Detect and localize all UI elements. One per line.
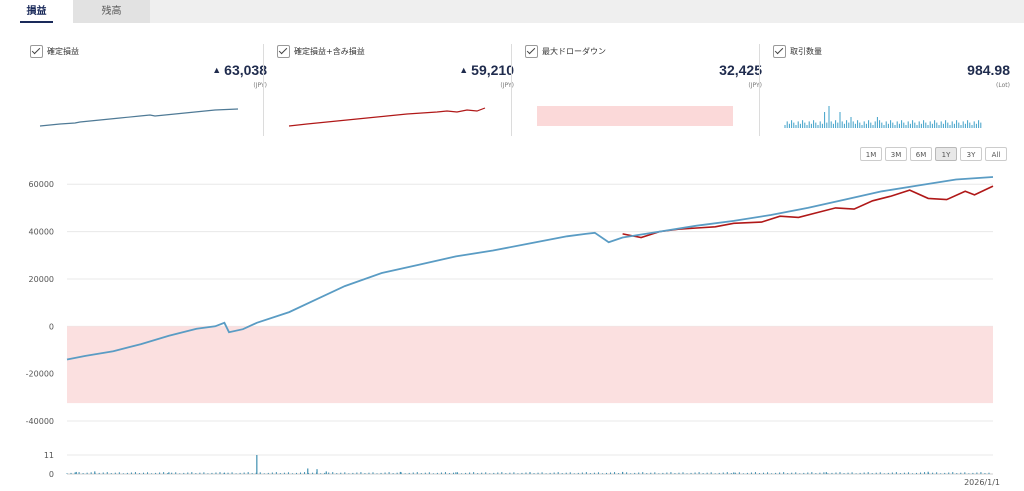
total-pnl-sparkline [288, 107, 486, 127]
y-axis-ticks: 60000 40000 20000 0 -20000 -40000 [26, 180, 54, 426]
card-value: ▲ 59,210 [459, 62, 514, 78]
card-unit: (JPY) [253, 82, 267, 89]
volume-chart: 11 0 [44, 451, 993, 479]
up-triangle-icon: ▲ [459, 65, 469, 75]
y-tick-label: -20000 [26, 370, 54, 379]
card-divider [511, 44, 512, 136]
range-1m-button[interactable]: 1M [860, 147, 882, 161]
card-label: 確定損益+含み損益 [294, 46, 365, 56]
volume-y-tick-label: 11 [44, 451, 54, 460]
tab-balance[interactable]: 残高 [73, 0, 150, 23]
card-value: 32,425 [719, 62, 762, 78]
up-triangle-icon: ▲ [212, 65, 222, 75]
realized-pnl-checkbox[interactable] [30, 44, 43, 58]
chart-series [66, 176, 994, 361]
range-1y-button[interactable]: 1Y [935, 147, 957, 161]
series-line-realized-pnl [66, 176, 994, 361]
card-total-pnl: 確定損益+含み損益 ▲ 59,210 (JPY) [277, 40, 524, 137]
card-realized-pnl: 確定損益 ▲ 63,038 (JPY) [30, 40, 277, 137]
y-tick-label: 40000 [29, 228, 54, 237]
y-tick-label: 0 [49, 322, 54, 331]
y-tick-label: -40000 [26, 417, 54, 426]
drawdown-band-rect [67, 326, 993, 404]
realized-pnl-sparkline [39, 108, 239, 127]
card-label: 確定損益 [47, 46, 79, 56]
max-drawdown-sparkline [537, 106, 733, 126]
card-value: ▲ 63,038 [212, 62, 267, 78]
range-3m-button[interactable]: 3M [885, 147, 907, 161]
range-6m-button[interactable]: 6M [910, 147, 932, 161]
tab-pnl[interactable]: 損益 [0, 0, 73, 23]
max-drawdown-checkbox[interactable] [525, 44, 538, 58]
card-label: 最大ドローダウン [542, 46, 606, 56]
volume-sparkline [784, 106, 982, 128]
y-tick-label: 60000 [29, 180, 54, 189]
card-unit: (JPY) [748, 82, 762, 89]
y-tick-label: 20000 [29, 275, 54, 284]
card-value: 984.98 [967, 62, 1010, 78]
range-all-button[interactable]: All [985, 147, 1007, 161]
card-divider [263, 44, 264, 136]
volume-checkbox[interactable] [773, 44, 786, 58]
card-volume: 取引数量 984.98 (Lot) [773, 40, 1020, 137]
pnl-chart: 60000 40000 20000 0 -20000 -40000 11 0 2026/1/… [26, 176, 1000, 487]
x-axis-last-label: 2026/1/1 [964, 478, 1000, 487]
card-unit: (Lot) [996, 82, 1010, 89]
total-pnl-checkbox[interactable] [277, 44, 290, 58]
tab-bar: 損益 残高 [0, 0, 1024, 23]
range-3y-button[interactable]: 3Y [960, 147, 982, 161]
card-divider [759, 44, 760, 136]
series-line-total-pnl [622, 185, 994, 239]
card-unit: (JPY) [500, 82, 514, 89]
drawdown-band [67, 326, 993, 404]
range-selector: 1M 3M 6M 1Y 3Y All [860, 147, 1008, 161]
card-max-drawdown: 最大ドローダウン 32,425 (JPY) [525, 40, 772, 137]
card-label: 取引数量 [790, 46, 822, 56]
volume-y-tick-label: 0 [49, 470, 54, 479]
